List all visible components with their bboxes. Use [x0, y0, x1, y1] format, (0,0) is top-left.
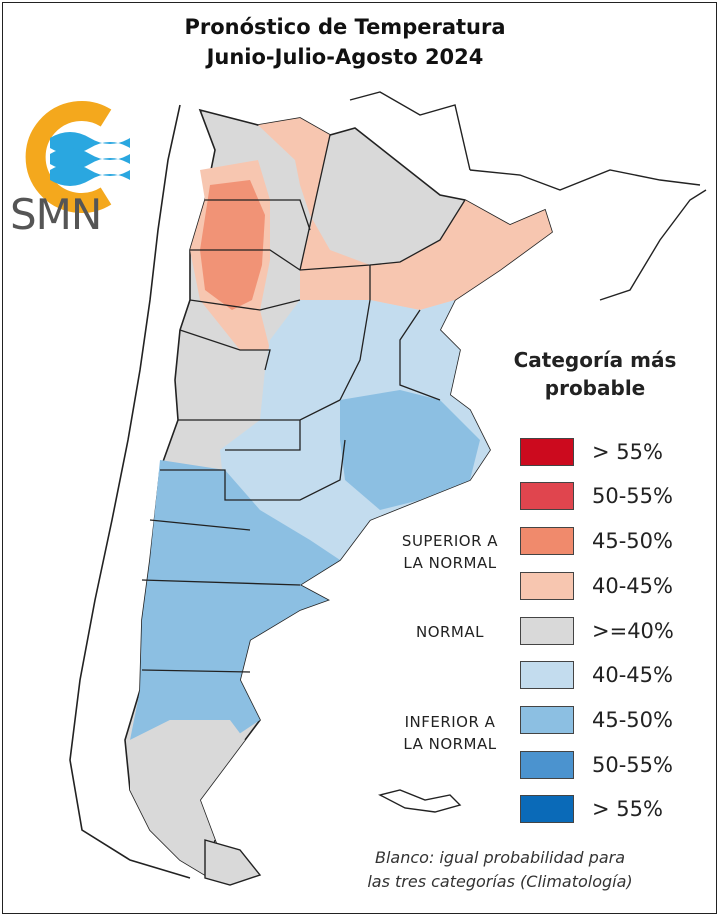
legend-item: 40-45%	[520, 572, 710, 602]
legend-swatch	[520, 438, 574, 466]
smn-logo-text: SMN	[10, 190, 102, 239]
legend-item: > 55%	[520, 795, 710, 825]
uruguay-coast	[599, 189, 707, 301]
legend-swatch	[520, 751, 574, 779]
title-line-1: Pronóstico de Temperatura	[184, 15, 506, 39]
superior-45-50-region	[200, 180, 265, 310]
legend-swatch	[520, 661, 574, 689]
legend-item: 40-45%	[520, 661, 710, 691]
category-superior-label: SUPERIOR A LA NORMAL	[380, 530, 520, 574]
chile-coastline	[69, 104, 191, 879]
legend-item: 45-50%	[520, 527, 710, 557]
title-line-2: Junio-Julio-Agosto 2024	[206, 45, 484, 69]
inferior-45-50-region-center	[340, 390, 480, 510]
legend-item: > 55%	[520, 438, 710, 468]
legend-title-line-1: Categoría más	[513, 348, 677, 372]
legend-swatch	[520, 617, 574, 645]
legend-swatch	[520, 527, 574, 555]
tierra-del-fuego	[204, 839, 262, 886]
legend-swatch	[520, 706, 574, 734]
legend-label: 50-55%	[592, 753, 673, 777]
islas-malvinas	[378, 789, 462, 813]
category-normal-label: NORMAL	[415, 623, 484, 641]
legend-label: 40-45%	[592, 663, 673, 687]
smn-logo-icon	[25, 101, 130, 213]
brazil-border	[469, 169, 701, 191]
legend-item: >=40%	[520, 617, 710, 647]
category-inferior-line-1: INFERIOR A	[404, 713, 496, 731]
legend-swatch	[520, 795, 574, 823]
legend-title-line-2: probable	[544, 376, 646, 400]
legend-label: > 55%	[592, 797, 663, 821]
legend-title: Categoría más probable	[495, 346, 695, 402]
superior-40-45-region	[190, 118, 552, 350]
legend-label: >=40%	[592, 619, 674, 643]
map-title: Pronóstico de Temperatura Junio-Julio-Ag…	[0, 12, 690, 72]
legend-item: 50-55%	[520, 482, 710, 512]
normal-south-tip	[130, 720, 245, 880]
legend-item: 50-55%	[520, 751, 710, 781]
bolivia-border	[349, 91, 471, 171]
inferior-45-50-region-south	[130, 460, 340, 740]
category-superior-line-2: LA NORMAL	[403, 554, 497, 572]
legend-item: 45-50%	[520, 706, 710, 736]
legend-label: 45-50%	[592, 708, 673, 732]
footnote: Blanco: igual probabilidad para las tres…	[340, 846, 660, 894]
category-superior-line-1: SUPERIOR A	[401, 532, 499, 550]
legend-label: 50-55%	[592, 484, 673, 508]
legend-label: 40-45%	[592, 574, 673, 598]
category-inferior-label: INFERIOR A LA NORMAL	[380, 711, 520, 755]
legend-swatch	[520, 572, 574, 600]
legend-label: > 55%	[592, 440, 663, 464]
legend-swatch	[520, 482, 574, 510]
category-inferior-line-2: LA NORMAL	[403, 735, 497, 753]
legend-label: 45-50%	[592, 529, 673, 553]
footnote-line-1: Blanco: igual probabilidad para	[374, 848, 626, 867]
footnote-line-2: las tres categorías (Climatología)	[367, 872, 633, 891]
province-boundaries	[141, 134, 466, 876]
